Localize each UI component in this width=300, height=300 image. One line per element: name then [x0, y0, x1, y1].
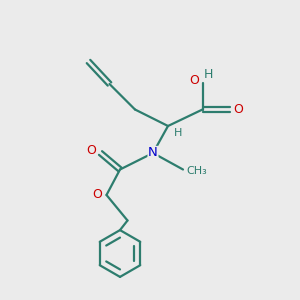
Text: O: O — [233, 103, 243, 116]
Text: O: O — [87, 143, 96, 157]
Text: N: N — [148, 146, 158, 160]
Text: O: O — [93, 188, 102, 202]
Text: O: O — [189, 74, 199, 88]
Text: CH₃: CH₃ — [187, 166, 207, 176]
Text: H: H — [174, 128, 183, 138]
Text: H: H — [204, 68, 213, 81]
